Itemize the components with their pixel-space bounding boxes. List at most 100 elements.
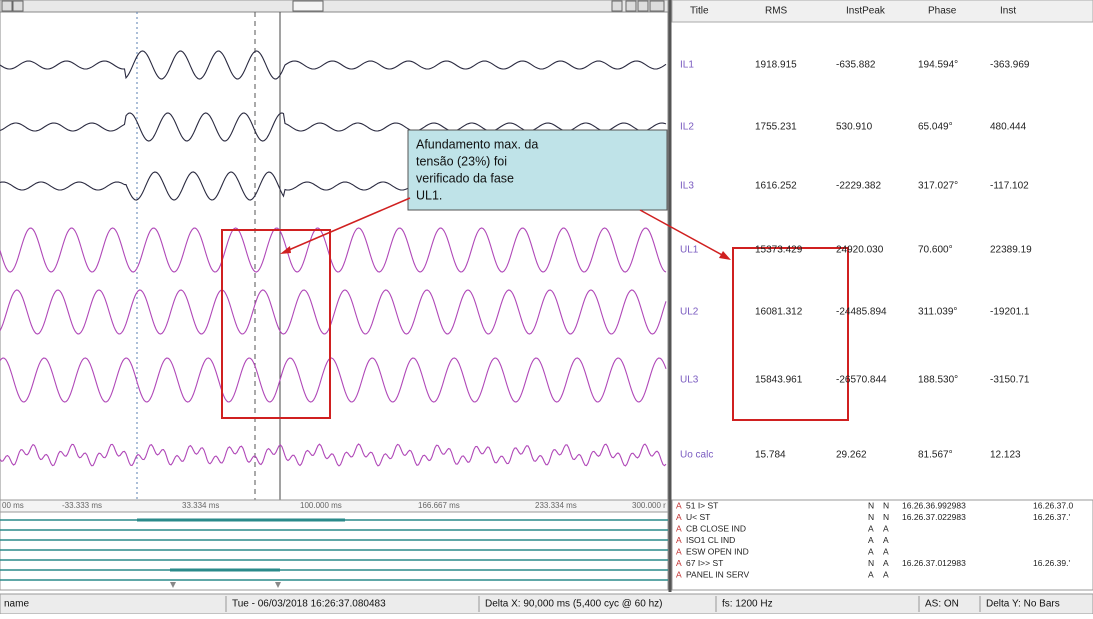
measurement-value: -2229.382: [836, 181, 881, 192]
digital-channel-text: A: [883, 523, 889, 533]
digital-channel-text: 16.26.37.0: [1033, 500, 1073, 510]
measurement-value: 530.910: [836, 122, 873, 133]
channel-title: IL1: [680, 60, 694, 71]
measurement-value: 188.530°: [918, 375, 958, 386]
channel-title: Uo calc: [680, 450, 713, 461]
digital-channel-text: A: [676, 500, 682, 510]
scrollbar[interactable]: [0, 0, 669, 13]
digital-channel-text: 51 I> ST: [686, 500, 718, 510]
annotation-text: verificado da fase: [416, 171, 514, 185]
measurement-value: 15.784: [755, 450, 786, 461]
arrow-head: [719, 251, 731, 260]
arrow-head: [280, 246, 291, 254]
measurement-value: 311.039°: [918, 307, 957, 318]
waveform: [0, 227, 667, 273]
measurement-value: 65.049°: [918, 122, 953, 133]
column-header: RMS: [765, 6, 788, 17]
column-header: InstPeak: [846, 6, 886, 17]
digital-area: [0, 511, 669, 591]
scroll-button[interactable]: [12, 0, 24, 12]
waveform: [0, 112, 667, 142]
measurement-value: 1755.231: [755, 122, 797, 133]
digital-channel-text: N: [883, 512, 889, 522]
measurement-value: 70.600°: [918, 245, 953, 256]
digital-channel-text: 16.26.37.022983: [902, 512, 966, 522]
column-header: Inst: [1000, 6, 1016, 17]
arrow: [639, 209, 725, 257]
digital-channel-text: N: [868, 558, 874, 568]
digital-channel-text: A: [883, 569, 889, 579]
digital-channel-text: A: [868, 535, 874, 545]
digital-channel-text: 16.26.37.': [1033, 512, 1070, 522]
scroll-button[interactable]: [611, 0, 623, 12]
measurement-value: 81.567°: [918, 450, 953, 461]
status-text: Delta Y: No Bars: [986, 599, 1060, 610]
digital-channel-text: N: [883, 500, 889, 510]
digital-channel-text: A: [676, 512, 682, 522]
digital-channel-text: A: [676, 546, 682, 556]
digital-channel-text: A: [676, 535, 682, 545]
digital-channel-text: CB CLOSE IND: [686, 523, 746, 533]
annotation-text: UL1.: [416, 188, 442, 202]
time-axis-label: -33.333 ms: [62, 501, 102, 510]
digital-channel-text: A: [883, 535, 889, 545]
time-axis-label: 300.000 r: [632, 501, 666, 510]
measurement-value: -117.102: [990, 181, 1029, 192]
measurement-value: 480.444: [990, 122, 1027, 133]
digital-channel-text: A: [883, 558, 889, 568]
digital-channel-text: N: [868, 500, 874, 510]
digital-list: [671, 499, 1093, 591]
status-text: Delta X: 90,000 ms (5,400 cyc @ 60 hz): [485, 599, 662, 610]
measurement-value: 16081.312: [755, 307, 803, 318]
status-text: Tue - 06/03/2018 16:26:37.080483: [232, 599, 386, 610]
digital-channel-text: A: [676, 558, 682, 568]
table-header: [671, 0, 1093, 23]
measurement-value: -363.969: [990, 60, 1030, 71]
digital-channel-text: PANEL IN SERV: [686, 569, 749, 579]
scroll-thumb[interactable]: [292, 0, 324, 12]
annotation-text: tensão (23%) foi: [416, 154, 507, 168]
channel-title: UL2: [680, 307, 699, 318]
measurement-value: 1616.252: [755, 181, 797, 192]
measurement-value: 15373.429: [755, 245, 803, 256]
zoom-button[interactable]: [625, 0, 637, 12]
channel-title: IL2: [680, 122, 694, 133]
measurement-value: -24485.894: [836, 307, 887, 318]
channel-title: IL3: [680, 181, 694, 192]
digital-channel-text: A: [676, 569, 682, 579]
scroll-button[interactable]: [1, 0, 13, 12]
waveform: [0, 443, 667, 467]
time-axis-label: 00 ms: [2, 501, 24, 510]
digital-channel-text: N: [868, 512, 874, 522]
digital-channel-text: A: [883, 546, 889, 556]
highlight-box: [221, 229, 331, 419]
measurement-value: 24920.030: [836, 245, 884, 256]
waveform: [0, 357, 667, 403]
digital-channel-text: A: [868, 569, 874, 579]
digital-channel-text: A: [868, 546, 874, 556]
plot-area: [0, 11, 669, 501]
measurement-value: -26570.844: [836, 375, 887, 386]
column-header: Phase: [928, 6, 957, 17]
channel-title: UL3: [680, 375, 699, 386]
time-axis-label: 166.667 ms: [418, 501, 460, 510]
column-header: Title: [690, 6, 709, 17]
channel-title: UL1: [680, 245, 699, 256]
digital-channel-text: 67 I>> ST: [686, 558, 723, 568]
measurement-value: 194.594°: [918, 60, 958, 71]
measurement-value: 1918.915: [755, 60, 797, 71]
zoom-button[interactable]: [637, 0, 649, 12]
zoom-button[interactable]: [649, 0, 665, 12]
measurement-value: -3150.71: [990, 375, 1030, 386]
digital-channel-text: A: [868, 523, 874, 533]
digital-channel-text: 16.26.39.': [1033, 558, 1070, 568]
time-axis-label: 233.334 ms: [535, 501, 577, 510]
measurement-value: 317.027°: [918, 181, 958, 192]
measurement-value: 15843.961: [755, 375, 803, 386]
annotation-text: Afundamento max. da: [416, 137, 538, 151]
digital-channel-text: A: [676, 523, 682, 533]
highlight-box: [732, 247, 849, 421]
time-axis-label: 33.334 ms: [182, 501, 219, 510]
digital-channel-text: 16.26.37.012983: [902, 558, 966, 568]
